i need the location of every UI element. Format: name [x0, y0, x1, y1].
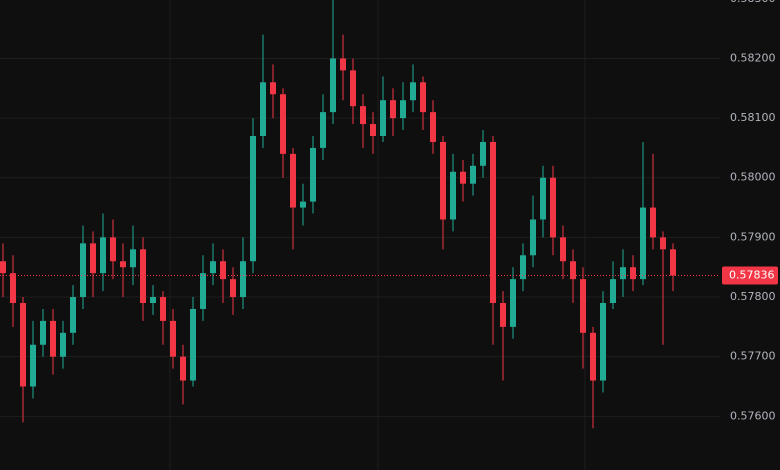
candle-body: [80, 243, 86, 298]
candle-body: [630, 267, 636, 280]
candle-body: [160, 297, 166, 321]
candle-body: [320, 112, 326, 148]
candle-body: [340, 58, 346, 71]
candle-body: [130, 249, 136, 268]
candle-body: [150, 297, 156, 303]
last-price-label: 0.57836: [729, 269, 775, 282]
candle-body: [280, 94, 286, 154]
candle-body: [590, 332, 596, 381]
candle-body: [200, 273, 206, 309]
candle-body: [600, 302, 606, 381]
candle-body: [250, 135, 256, 262]
candle-body: [10, 273, 16, 303]
candle-body: [440, 141, 446, 220]
candle-body: [510, 279, 516, 327]
last-price-box: [722, 266, 778, 285]
candle-body: [350, 70, 356, 107]
candle-body: [500, 302, 506, 327]
candle-body: [580, 279, 586, 333]
vertical-grid: [169, 0, 586, 470]
candle-body: [360, 106, 366, 125]
candle-body: [140, 249, 146, 303]
y-tick-label: 0.58100: [730, 111, 776, 124]
candle-body: [420, 82, 426, 113]
candle-body: [330, 58, 336, 113]
candle-body: [610, 279, 616, 303]
candle-body: [620, 267, 626, 280]
candle-body: [400, 100, 406, 119]
candle-body: [640, 207, 646, 280]
candle-body: [30, 344, 36, 387]
candle-body: [90, 243, 96, 274]
candle-body: [560, 237, 566, 262]
candle-body: [0, 261, 6, 274]
candle-body: [450, 171, 456, 220]
candle-body: [190, 308, 196, 381]
candle-body: [120, 261, 126, 268]
candle-body: [100, 237, 106, 274]
candle-body: [260, 82, 266, 136]
candle-body: [390, 100, 396, 119]
y-tick-label: 0.57900: [730, 230, 776, 243]
candle-body: [460, 171, 466, 184]
candle-body: [110, 237, 116, 262]
candle-body: [240, 261, 246, 298]
candle-body: [290, 153, 296, 208]
candle-body: [670, 249, 676, 276]
candle-body: [550, 177, 556, 238]
candle-body: [660, 237, 666, 250]
candle-body: [540, 177, 546, 220]
y-tick-label: 0.58000: [730, 171, 776, 184]
candle-body: [70, 297, 76, 333]
candle-body: [210, 261, 216, 274]
candle-body: [410, 82, 416, 101]
y-tick-label: 0.57700: [730, 350, 776, 363]
candle-body: [20, 302, 26, 387]
candle-body: [270, 82, 276, 95]
candle-body: [220, 261, 226, 280]
y-tick-label: 0.58200: [730, 51, 776, 64]
candle-body: [230, 279, 236, 298]
candle-body: [470, 165, 476, 184]
candle-body: [50, 320, 56, 357]
y-tick-label: 0.57600: [730, 409, 776, 422]
candle-body: [60, 332, 66, 357]
candle-body: [650, 207, 656, 238]
y-tick-label: 0.58300: [730, 0, 776, 5]
candle-body: [480, 141, 486, 166]
candle-body: [300, 201, 306, 208]
candle-body: [380, 100, 386, 136]
candle-body: [170, 320, 176, 357]
candle-body: [310, 147, 316, 202]
candle-body: [520, 255, 526, 280]
candle-body: [530, 219, 536, 256]
y-tick-label: 0.57800: [730, 290, 776, 303]
candle-body: [40, 320, 46, 345]
candle-body: [430, 112, 436, 142]
candle-body: [370, 124, 376, 136]
candle-body: [180, 356, 186, 381]
candle-body: [490, 141, 496, 303]
candle-body: [570, 261, 576, 280]
